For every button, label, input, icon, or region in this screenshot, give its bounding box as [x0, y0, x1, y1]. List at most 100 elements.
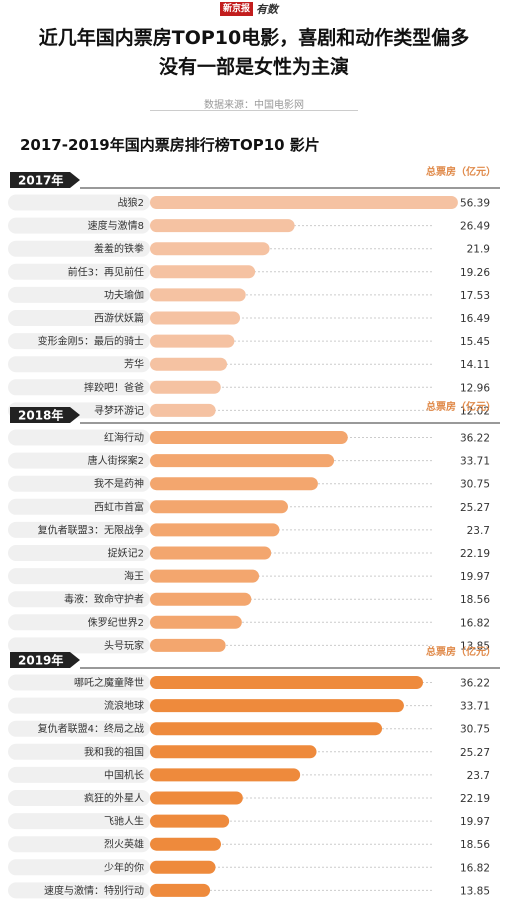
- row-band: [8, 743, 150, 760]
- category-label: 海王: [124, 570, 144, 583]
- category-label: 飞驰人生: [104, 815, 144, 828]
- row-band: [8, 498, 150, 515]
- category-label: 战狼2: [118, 196, 144, 209]
- category-label: 摔跤吧！爸爸: [84, 381, 144, 394]
- row-band: [8, 720, 150, 737]
- headline: 近几年国内票房TOP10电影，喜剧和动作类型偏多 没有一部是女性为主演: [0, 24, 508, 82]
- value-label: 13.85: [460, 640, 490, 652]
- unit-label-0: 总票房（亿元）: [426, 165, 496, 178]
- value-label: 23.7: [467, 770, 490, 782]
- data-source: 数据来源：中国电影网: [204, 100, 304, 111]
- row-band: [8, 217, 150, 234]
- row-band: [8, 568, 150, 585]
- year-tag-0: [10, 172, 80, 188]
- category-label: 捉妖记2: [108, 547, 144, 560]
- row-band: [8, 545, 150, 561]
- bar: [150, 334, 235, 348]
- row-band: [8, 194, 150, 211]
- value-label: 16.82: [460, 862, 490, 874]
- value-label: 56.39: [460, 198, 490, 210]
- row-band: [8, 356, 150, 373]
- logo-script: 有数: [256, 3, 279, 16]
- value-label: 12.96: [460, 382, 490, 394]
- value-label: 19.97: [460, 816, 490, 828]
- row-band: [8, 882, 150, 899]
- bar: [150, 745, 317, 759]
- year-tag-label-1: 2018年: [18, 408, 63, 423]
- bar: [150, 403, 216, 417]
- brand-logo: 新京报 有数: [220, 2, 278, 16]
- value-label: 33.71: [460, 701, 490, 713]
- chart-title: 2017-2019年国内票房排行榜TOP10 影片: [20, 136, 320, 154]
- bar: [150, 569, 260, 583]
- logo-badge: 新京报: [220, 2, 254, 16]
- row-band: [8, 521, 150, 538]
- year-tag-2: [10, 652, 80, 668]
- category-label: 烈火英雄: [104, 838, 144, 851]
- bar: [150, 814, 230, 828]
- bar: [150, 357, 228, 371]
- bar: [150, 638, 226, 652]
- row-band: [8, 766, 150, 783]
- bar: [150, 791, 243, 805]
- row-band: [8, 836, 150, 853]
- category-label: 变形金刚5：最后的骑士: [38, 335, 144, 348]
- row-band: [8, 637, 150, 654]
- value-label: 33.71: [460, 456, 490, 468]
- value-label: 30.75: [460, 479, 490, 491]
- bar: [150, 523, 280, 537]
- value-label: 19.97: [460, 571, 490, 583]
- bar: [150, 615, 242, 629]
- row-band: [8, 240, 150, 257]
- category-label: 流浪地球: [104, 699, 144, 712]
- bar: [150, 219, 295, 233]
- category-label: 羞羞的铁拳: [94, 242, 144, 255]
- category-label: 疯狂的外星人: [84, 792, 144, 805]
- value-label: 36.22: [460, 433, 490, 445]
- value-label: 13.85: [460, 885, 490, 897]
- category-label: 前任3：再见前任: [68, 265, 144, 278]
- bar: [150, 722, 383, 736]
- unit-label-2: 总票房（亿元）: [426, 645, 496, 658]
- category-label: 哪吒之魔童降世: [74, 676, 144, 689]
- category-label: 功夫瑜伽: [104, 288, 144, 301]
- bar: [150, 265, 256, 279]
- row-band: [8, 263, 150, 280]
- bar: [150, 546, 272, 560]
- category-label: 复仇者联盟4：终局之战: [38, 722, 144, 735]
- bar: [150, 477, 318, 491]
- category-label: 少年的你: [104, 861, 144, 874]
- category-label: 我不是药神: [94, 477, 144, 490]
- category-label: 西虹市首富: [94, 500, 144, 513]
- value-label: 19.26: [460, 267, 490, 279]
- value-label: 16.49: [460, 313, 490, 325]
- bar: [150, 431, 348, 444]
- headline-line-2: 没有一部是女性为主演: [158, 56, 349, 78]
- bar: [150, 837, 221, 851]
- source-divider: [150, 110, 358, 111]
- value-label: 25.27: [460, 747, 490, 759]
- row-band: [8, 310, 150, 326]
- row-band: [8, 591, 150, 608]
- bar: [150, 196, 458, 209]
- row-band: [8, 813, 150, 830]
- row-band: [8, 429, 150, 446]
- category-label: 中国机长: [104, 768, 144, 781]
- row-band: [8, 859, 150, 876]
- category-label: 寻梦环游记: [94, 404, 144, 417]
- year-tag-label-0: 2017年: [18, 173, 63, 188]
- category-label: 芳华: [124, 358, 144, 371]
- value-label: 17.53: [460, 290, 490, 302]
- value-label: 25.27: [460, 502, 490, 514]
- value-label: 18.56: [460, 594, 490, 606]
- bar: [150, 311, 241, 325]
- category-label: 毒液：致命守护者: [64, 593, 144, 606]
- bar: [150, 768, 301, 782]
- row-band: [8, 475, 150, 492]
- row-band: [8, 379, 150, 396]
- value-label: 36.22: [460, 678, 490, 690]
- headline-line-1: 近几年国内票房TOP10电影，喜剧和动作类型偏多: [38, 27, 470, 49]
- category-label: 西游伏妖篇: [94, 312, 144, 325]
- value-label: 16.82: [460, 617, 490, 629]
- value-label: 22.19: [460, 548, 490, 560]
